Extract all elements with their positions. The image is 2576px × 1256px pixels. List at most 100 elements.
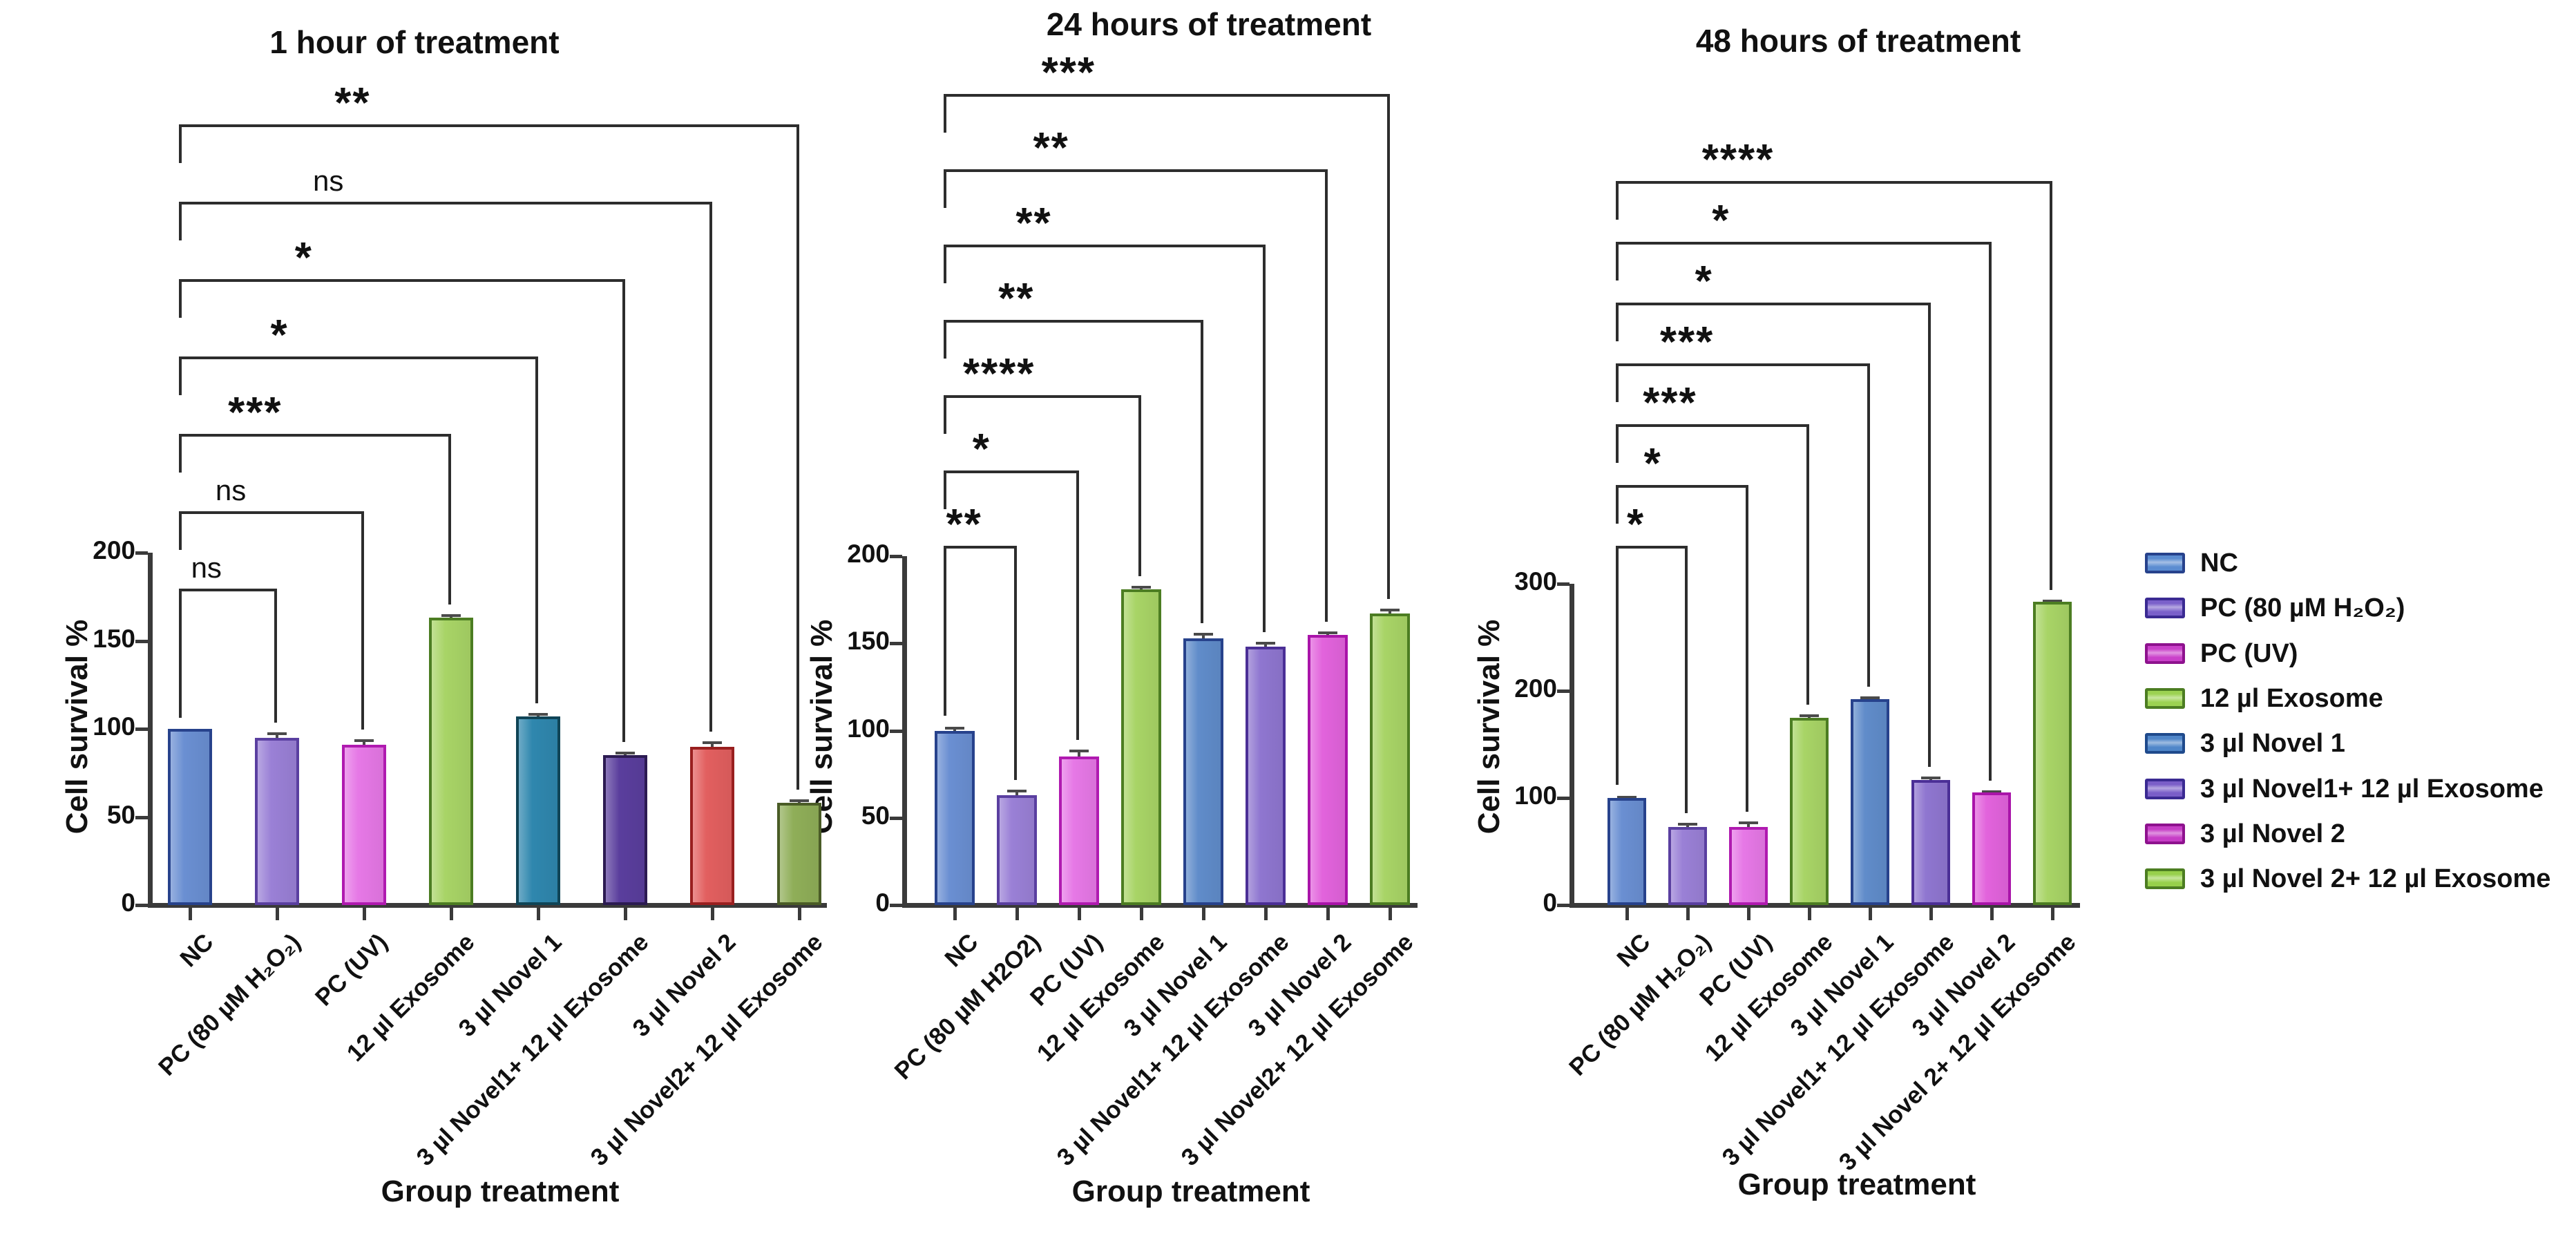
legend-swatch-icon (2145, 823, 2185, 844)
significance-label: ** (946, 501, 982, 549)
error-bar-cap (703, 741, 722, 744)
significance-label: ns (191, 551, 222, 584)
legend-label: NC (2200, 549, 2238, 578)
significance-bracket (1616, 424, 1809, 427)
significance-bracket (1616, 363, 1870, 366)
significance-bracket (1928, 303, 1931, 767)
significance-bracket (944, 546, 1017, 549)
x-axis-tick (189, 908, 192, 920)
error-bar (1869, 696, 1871, 705)
significance-bracket (1616, 303, 1619, 341)
error-bar (798, 799, 801, 809)
x-axis-tick (1869, 908, 1872, 920)
bar-pc-80-m-h-o- (1668, 826, 1707, 905)
legend-swatch-icon (2145, 868, 2185, 890)
bar-pc-uv- (1059, 757, 1099, 905)
significance-label: *** (1643, 379, 1697, 427)
legend-label: 3 µl Novel1+ 12 µl Exosome (2200, 774, 2544, 803)
y-axis-tick (1557, 797, 1570, 800)
chart-title: 24 hours of treatment (1046, 6, 1372, 42)
significance-bracket (1867, 363, 1870, 687)
legend-label: 3 µl Novel 2 (2200, 819, 2345, 848)
y-axis-label: Cell survival % (1472, 619, 1506, 835)
significance-bracket (179, 279, 625, 282)
bar-pc-uv- (1729, 826, 1768, 905)
significance-bracket (1616, 181, 2052, 184)
x-axis-tick (1078, 908, 1081, 920)
x-category-label: 12 µl Exosome (1699, 929, 1838, 1067)
x-axis-tick (624, 908, 627, 920)
error-bar-cap (1860, 696, 1880, 699)
significance-bracket (1616, 424, 1619, 463)
legend-swatch-icon (2145, 733, 2185, 754)
bar-12-l-exosome (429, 618, 473, 905)
significance-bracket (274, 589, 277, 723)
significance-bracket (944, 169, 1328, 172)
error-bar-cap (441, 614, 461, 618)
x-axis-line (148, 903, 827, 908)
significance-label: * (294, 234, 313, 282)
error-bar-cap (945, 727, 964, 730)
bar-3-l-novel-1 (1851, 699, 1889, 905)
x-category-label: PC (80 µM H2O2) (889, 929, 1046, 1085)
y-tick-label: 300 (1514, 567, 1557, 596)
x-axis-tick (537, 908, 540, 920)
error-bar-cap (1800, 714, 1819, 718)
significance-bracket (1685, 546, 1688, 813)
x-axis-tick (1747, 908, 1750, 920)
y-axis-label: Cell survival % (805, 619, 839, 835)
significance-bracket (944, 320, 946, 359)
legend-swatch-icon (2145, 553, 2185, 573)
x-axis-tick (1808, 908, 1811, 920)
significance-bracket (179, 434, 451, 437)
error-bar-cap (2043, 600, 2062, 603)
significance-bracket (1746, 485, 1748, 812)
legend-label: 3 µl Novel 2+ 12 µl Exosome (2200, 864, 2551, 894)
x-axis-line (1570, 903, 2080, 908)
error-bar (1990, 790, 1993, 799)
bar-3-l-novel2-12-l-exosome (1370, 613, 1410, 905)
legend-label: 12 µl Exosome (2200, 683, 2383, 713)
error-bar-cap (1982, 790, 2001, 794)
significance-bracket (179, 356, 182, 395)
legend-swatch-icon (2145, 643, 2185, 664)
error-bar-cap (1921, 777, 1940, 779)
significance-label: ** (1015, 200, 1052, 247)
significance-label: * (972, 426, 991, 473)
x-category-label: PC (UV) (1024, 929, 1108, 1011)
y-axis-tick (135, 904, 148, 907)
bar-pc-80-m-h-o- (255, 737, 299, 905)
error-bar-cap (1678, 822, 1697, 826)
y-axis-line (902, 556, 907, 908)
error-bar (363, 739, 365, 750)
significance-bracket (1325, 169, 1328, 622)
x-axis-tick (711, 908, 714, 920)
significance-bracket (1616, 546, 1688, 549)
significance-bracket (1989, 242, 1992, 781)
x-axis-tick (1140, 908, 1143, 920)
x-category-label: NC (939, 929, 984, 973)
error-bar-cap (1069, 750, 1089, 753)
significance-bracket (1616, 485, 1748, 488)
bar-3-l-novel-1 (516, 716, 560, 905)
x-axis-tick (363, 908, 366, 920)
chart-title: 48 hours of treatment (1695, 23, 2021, 59)
error-bar (1140, 585, 1143, 595)
significance-bracket (944, 470, 1079, 473)
x-axis-label: Group treatment (1071, 1174, 1310, 1208)
error-bar-cap (528, 713, 548, 716)
y-axis-tick (1557, 689, 1570, 693)
bar-3-l-novel-2-12-l-exosome (2033, 602, 2072, 905)
significance-bracket (944, 245, 946, 283)
y-tick-label: 0 (875, 888, 890, 917)
error-bar-cap (1132, 585, 1151, 589)
significance-bracket (622, 279, 625, 743)
x-category-label: 3 µl Novel1+ 12 µl Exosome (1717, 929, 1960, 1172)
significance-bracket (944, 320, 1203, 323)
significance-bracket (179, 511, 364, 514)
x-axis-line (902, 903, 1418, 908)
error-bar (1929, 777, 1932, 786)
x-axis-tick (1929, 908, 1933, 920)
x-category-label: 12 µl Exosome (341, 929, 480, 1067)
legend-label: 3 µl Novel 1 (2200, 729, 2345, 759)
